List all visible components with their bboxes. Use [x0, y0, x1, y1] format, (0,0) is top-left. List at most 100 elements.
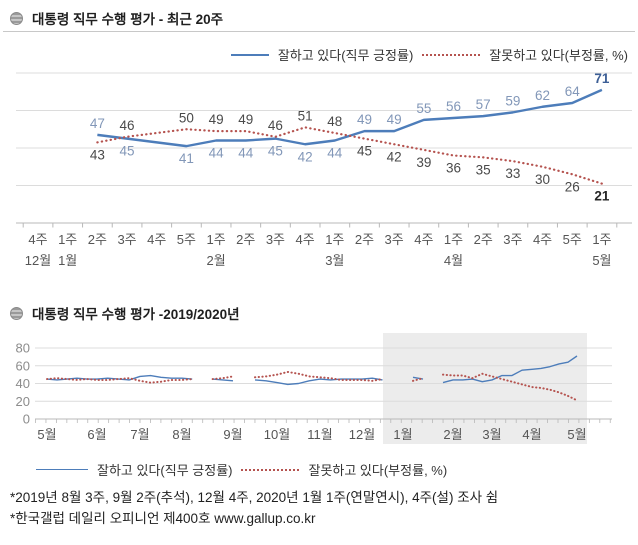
month-label: 8월: [172, 427, 191, 442]
positive-value-label: 45: [268, 144, 283, 159]
month-label: 7월: [130, 427, 149, 442]
month-label: 2월: [206, 253, 225, 268]
negative-line-segment: [412, 377, 424, 382]
positive-line: [97, 88, 603, 148]
week-label: 3주: [117, 232, 136, 247]
week-label: 1주: [325, 232, 344, 247]
week-label: 3주: [385, 232, 404, 247]
chart1-legend: 잘하고 있다(직무 긍정률) 잘못하고 있다(부정률, %): [230, 45, 628, 64]
negative-value-label: 43: [90, 147, 105, 162]
negative-value-label: 46: [268, 118, 283, 133]
y-tick-label: 80: [16, 341, 30, 356]
positive-legend-label: 잘하고 있다(직무 긍정률): [97, 463, 233, 478]
negative-legend-label: 잘못하고 있다(부정률, %): [489, 48, 628, 63]
month-label: 1월: [58, 253, 77, 268]
month-label: 9월: [223, 427, 242, 442]
y-tick-label: 20: [16, 394, 30, 409]
positive-legend-label: 잘하고 있다(직무 긍정률): [277, 48, 414, 63]
list-bullet-icon: [10, 306, 23, 320]
week-label: 5주: [563, 232, 582, 247]
week-label: 2주: [236, 232, 255, 247]
positive-line-segment: [46, 374, 193, 381]
footnote-source: *한국갤럽 데일리 오피니언 제400호 www.gallup.co.kr: [10, 511, 316, 526]
negative-value-label: 48: [327, 114, 342, 129]
week-label: 4주: [296, 232, 315, 247]
chart2-title: 대통령 직무 수행 평가 -2019/2020년: [32, 307, 240, 322]
negative-line-segment: [254, 370, 384, 382]
positive-line-swatch: [230, 53, 269, 56]
negative-value-label: 33: [505, 166, 520, 181]
week-label: 1주: [592, 232, 611, 247]
positive-value-label: 44: [327, 146, 343, 161]
week-label: 1주: [206, 232, 225, 247]
negative-value-label: 42: [387, 149, 402, 164]
positive-value-label: 59: [505, 93, 520, 108]
month-label: 10월: [264, 427, 290, 442]
negative-value-label: 46: [120, 118, 135, 133]
week-label: 3주: [503, 232, 522, 247]
list-bullet-icon: [10, 11, 23, 25]
negative-value-label: 49: [209, 112, 224, 127]
month-label: 4월: [522, 427, 541, 442]
month-label: 3월: [482, 427, 501, 442]
y-tick-label: 60: [16, 358, 30, 373]
month-label: 6월: [87, 427, 106, 442]
negative-value-label: 36: [446, 161, 461, 176]
negative-value-label: 30: [535, 172, 550, 187]
chart1-title: 대통령 직무 수행 평가 - 최근 20주: [32, 12, 224, 27]
week-label: 5주: [177, 232, 196, 247]
month-label: 12월: [25, 253, 51, 268]
month-label: 5월: [592, 253, 611, 268]
negative-line-swatch: [422, 53, 481, 56]
positive-value-label: 64: [565, 84, 581, 99]
positive-line-swatch: [36, 469, 88, 470]
header-divider: [3, 31, 635, 32]
positive-value-label: 55: [416, 101, 431, 116]
footnotes: *2019년 8월 3주, 9월 2주(추석), 12월 4주, 2020년 1…: [10, 487, 498, 529]
month-label: 5월: [37, 427, 56, 442]
week-label: 2주: [474, 232, 493, 247]
positive-value-label: 44: [209, 146, 225, 161]
positive-value-label: 42: [298, 149, 313, 164]
week-label: 3주: [266, 232, 285, 247]
negative-value-label: 35: [476, 162, 491, 177]
positive-value-label: 49: [387, 112, 402, 127]
positive-value-label: 47: [90, 116, 105, 131]
recent-20-weeks-highlight: [383, 333, 587, 444]
positive-value-label: 44: [238, 146, 254, 161]
negative-value-label: 39: [416, 155, 431, 170]
month-label: 11월: [307, 427, 332, 442]
y-tick-label: 0: [23, 412, 30, 427]
positive-value-label: 62: [535, 88, 550, 103]
approval-trend-chart-yearly: 80 60 40 20 0 5월 6월 7월 8월 9월 10월 11월 12월 1월 2월 3월 4월 5월: [16, 333, 612, 444]
week-label: 4주: [28, 232, 47, 247]
negative-line: [96, 126, 604, 185]
chart2-header: 대통령 직무 수행 평가 -2019/2020년: [10, 303, 240, 323]
negative-value-label: 21: [594, 189, 610, 204]
week-label: 2주: [88, 232, 107, 247]
positive-value-label: 45: [120, 144, 135, 159]
negative-value-label: 26: [565, 179, 580, 194]
y-tick-label: 40: [16, 376, 30, 391]
negative-value-label: 45: [357, 144, 372, 159]
positive-value-label: 71: [594, 71, 610, 86]
chart2-legend: 잘하고 있다(직무 긍정률) 잘못하고 있다(부정률, %): [36, 460, 447, 479]
month-label: 4월: [444, 253, 463, 268]
chart1-header: 대통령 직무 수행 평가 - 최근 20주: [10, 8, 223, 28]
negative-line-segment: [211, 375, 234, 381]
week-label: 1주: [58, 232, 77, 247]
week-label: 4주: [414, 232, 433, 247]
month-label: 5월: [567, 427, 586, 442]
positive-value-label: 41: [179, 151, 194, 166]
week-label: 2주: [355, 232, 374, 247]
month-label: 3월: [325, 253, 344, 268]
positive-value-label: 57: [476, 97, 491, 112]
month-label: 1월: [393, 427, 412, 442]
week-label: 4주: [147, 232, 166, 247]
positive-value-label: 56: [446, 99, 461, 114]
footnote-survey-skipped-weeks: *2019년 8월 3주, 9월 2주(추석), 12월 4주, 2020년 1…: [10, 490, 499, 505]
month-label: 12월: [349, 427, 375, 442]
week-label: 4주: [533, 232, 552, 247]
approval-trend-chart-recent-20-weeks: 4주 1주 2주 3주 4주 5주 1주 2주 3주 4주 1주 2주 3주 4주 1주 2주 3주 4주 5주 1주…: [16, 71, 632, 268]
